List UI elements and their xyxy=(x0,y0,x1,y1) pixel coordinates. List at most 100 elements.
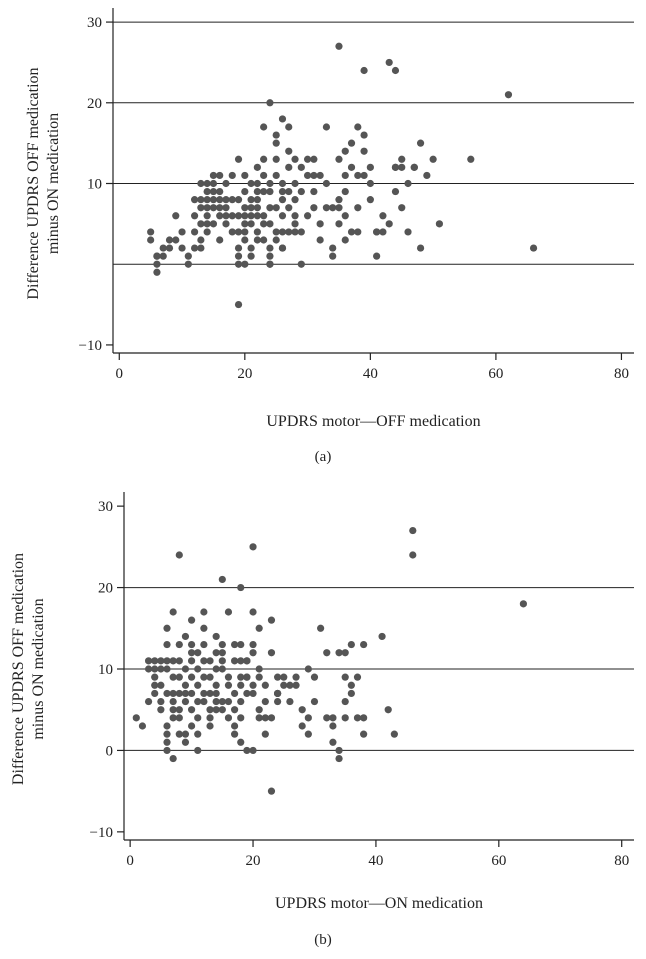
data-point xyxy=(253,196,261,204)
data-point xyxy=(187,673,196,681)
data-point xyxy=(266,260,274,268)
data-point xyxy=(291,212,299,220)
data-point xyxy=(194,730,202,738)
data-point xyxy=(209,187,218,196)
data-point xyxy=(206,689,214,698)
data-point xyxy=(147,228,155,236)
data-point xyxy=(323,649,331,657)
data-point xyxy=(303,155,312,163)
data-point xyxy=(187,689,196,698)
data-point xyxy=(267,787,276,795)
data-point xyxy=(255,706,263,714)
data-point xyxy=(249,543,257,551)
data-point xyxy=(187,640,196,649)
data-point xyxy=(335,754,343,763)
data-point xyxy=(172,212,180,220)
data-point xyxy=(360,730,368,738)
data-point xyxy=(231,730,239,738)
data-point xyxy=(347,139,356,147)
data-point xyxy=(267,714,276,722)
data-point xyxy=(410,163,418,171)
data-point xyxy=(241,220,249,228)
data-point xyxy=(335,42,343,50)
data-point xyxy=(169,697,177,706)
data-point xyxy=(203,228,211,236)
y-axis-label-line: Difference UPDRS OFF medication xyxy=(25,67,42,299)
data-point xyxy=(373,252,381,260)
data-point xyxy=(241,236,249,244)
data-point xyxy=(194,649,202,657)
data-point xyxy=(398,163,406,171)
data-point xyxy=(322,123,331,131)
data-point xyxy=(218,706,226,714)
data-point xyxy=(228,212,236,220)
data-point xyxy=(366,163,374,171)
data-point xyxy=(272,131,280,139)
data-point xyxy=(247,204,255,212)
data-point xyxy=(237,681,245,689)
data-point xyxy=(224,608,233,616)
data-point xyxy=(241,212,249,220)
x-axis-label: UPDRS motor—OFF medication xyxy=(266,413,480,430)
y-tick-label: −10 xyxy=(79,338,102,354)
data-point xyxy=(222,220,230,228)
data-point xyxy=(175,689,183,698)
data-point xyxy=(241,228,249,236)
data-point xyxy=(255,714,263,722)
data-point xyxy=(212,665,220,673)
data-point xyxy=(200,608,208,616)
data-point xyxy=(237,640,245,649)
data-point xyxy=(341,236,349,244)
data-point xyxy=(197,179,205,188)
data-point xyxy=(253,187,261,196)
data-point xyxy=(241,187,249,196)
data-point xyxy=(163,624,171,632)
data-point xyxy=(274,689,282,698)
data-point xyxy=(163,738,171,746)
data-point xyxy=(144,657,153,665)
data-point xyxy=(347,681,355,689)
data-point xyxy=(187,616,196,624)
data-point xyxy=(231,706,239,714)
data-point xyxy=(249,608,257,616)
data-point xyxy=(175,657,183,665)
data-point xyxy=(267,616,276,624)
data-point xyxy=(353,673,362,681)
data-point xyxy=(234,228,243,236)
data-point xyxy=(153,268,161,276)
data-point xyxy=(175,640,183,649)
data-point xyxy=(206,673,214,681)
data-point xyxy=(249,681,257,689)
data-point xyxy=(159,252,167,260)
data-point xyxy=(360,147,368,155)
panel-label: (a) xyxy=(315,449,332,465)
data-point xyxy=(206,722,214,730)
data-point xyxy=(197,236,205,244)
data-point xyxy=(316,236,324,244)
data-point xyxy=(310,171,318,180)
data-point xyxy=(360,66,368,75)
data-point xyxy=(341,187,349,196)
data-point xyxy=(203,220,211,228)
data-point xyxy=(157,665,165,673)
data-point xyxy=(272,228,280,236)
data-point xyxy=(278,179,287,188)
y-tick-label: −10 xyxy=(90,825,113,841)
y-tick-label: 10 xyxy=(87,177,102,193)
data-point xyxy=(272,236,280,244)
data-point xyxy=(255,673,263,681)
data-point xyxy=(292,681,300,689)
data-point xyxy=(354,204,362,212)
data-point xyxy=(222,179,230,188)
data-point xyxy=(247,244,255,252)
data-point xyxy=(151,665,159,673)
data-point xyxy=(178,228,186,236)
panel-label: (b) xyxy=(314,932,332,948)
data-point xyxy=(303,171,312,180)
x-tick-label: 20 xyxy=(246,853,261,869)
data-point xyxy=(184,252,192,260)
data-point xyxy=(354,171,362,180)
data-point xyxy=(423,171,431,180)
data-point xyxy=(304,730,312,738)
data-point xyxy=(260,155,268,163)
